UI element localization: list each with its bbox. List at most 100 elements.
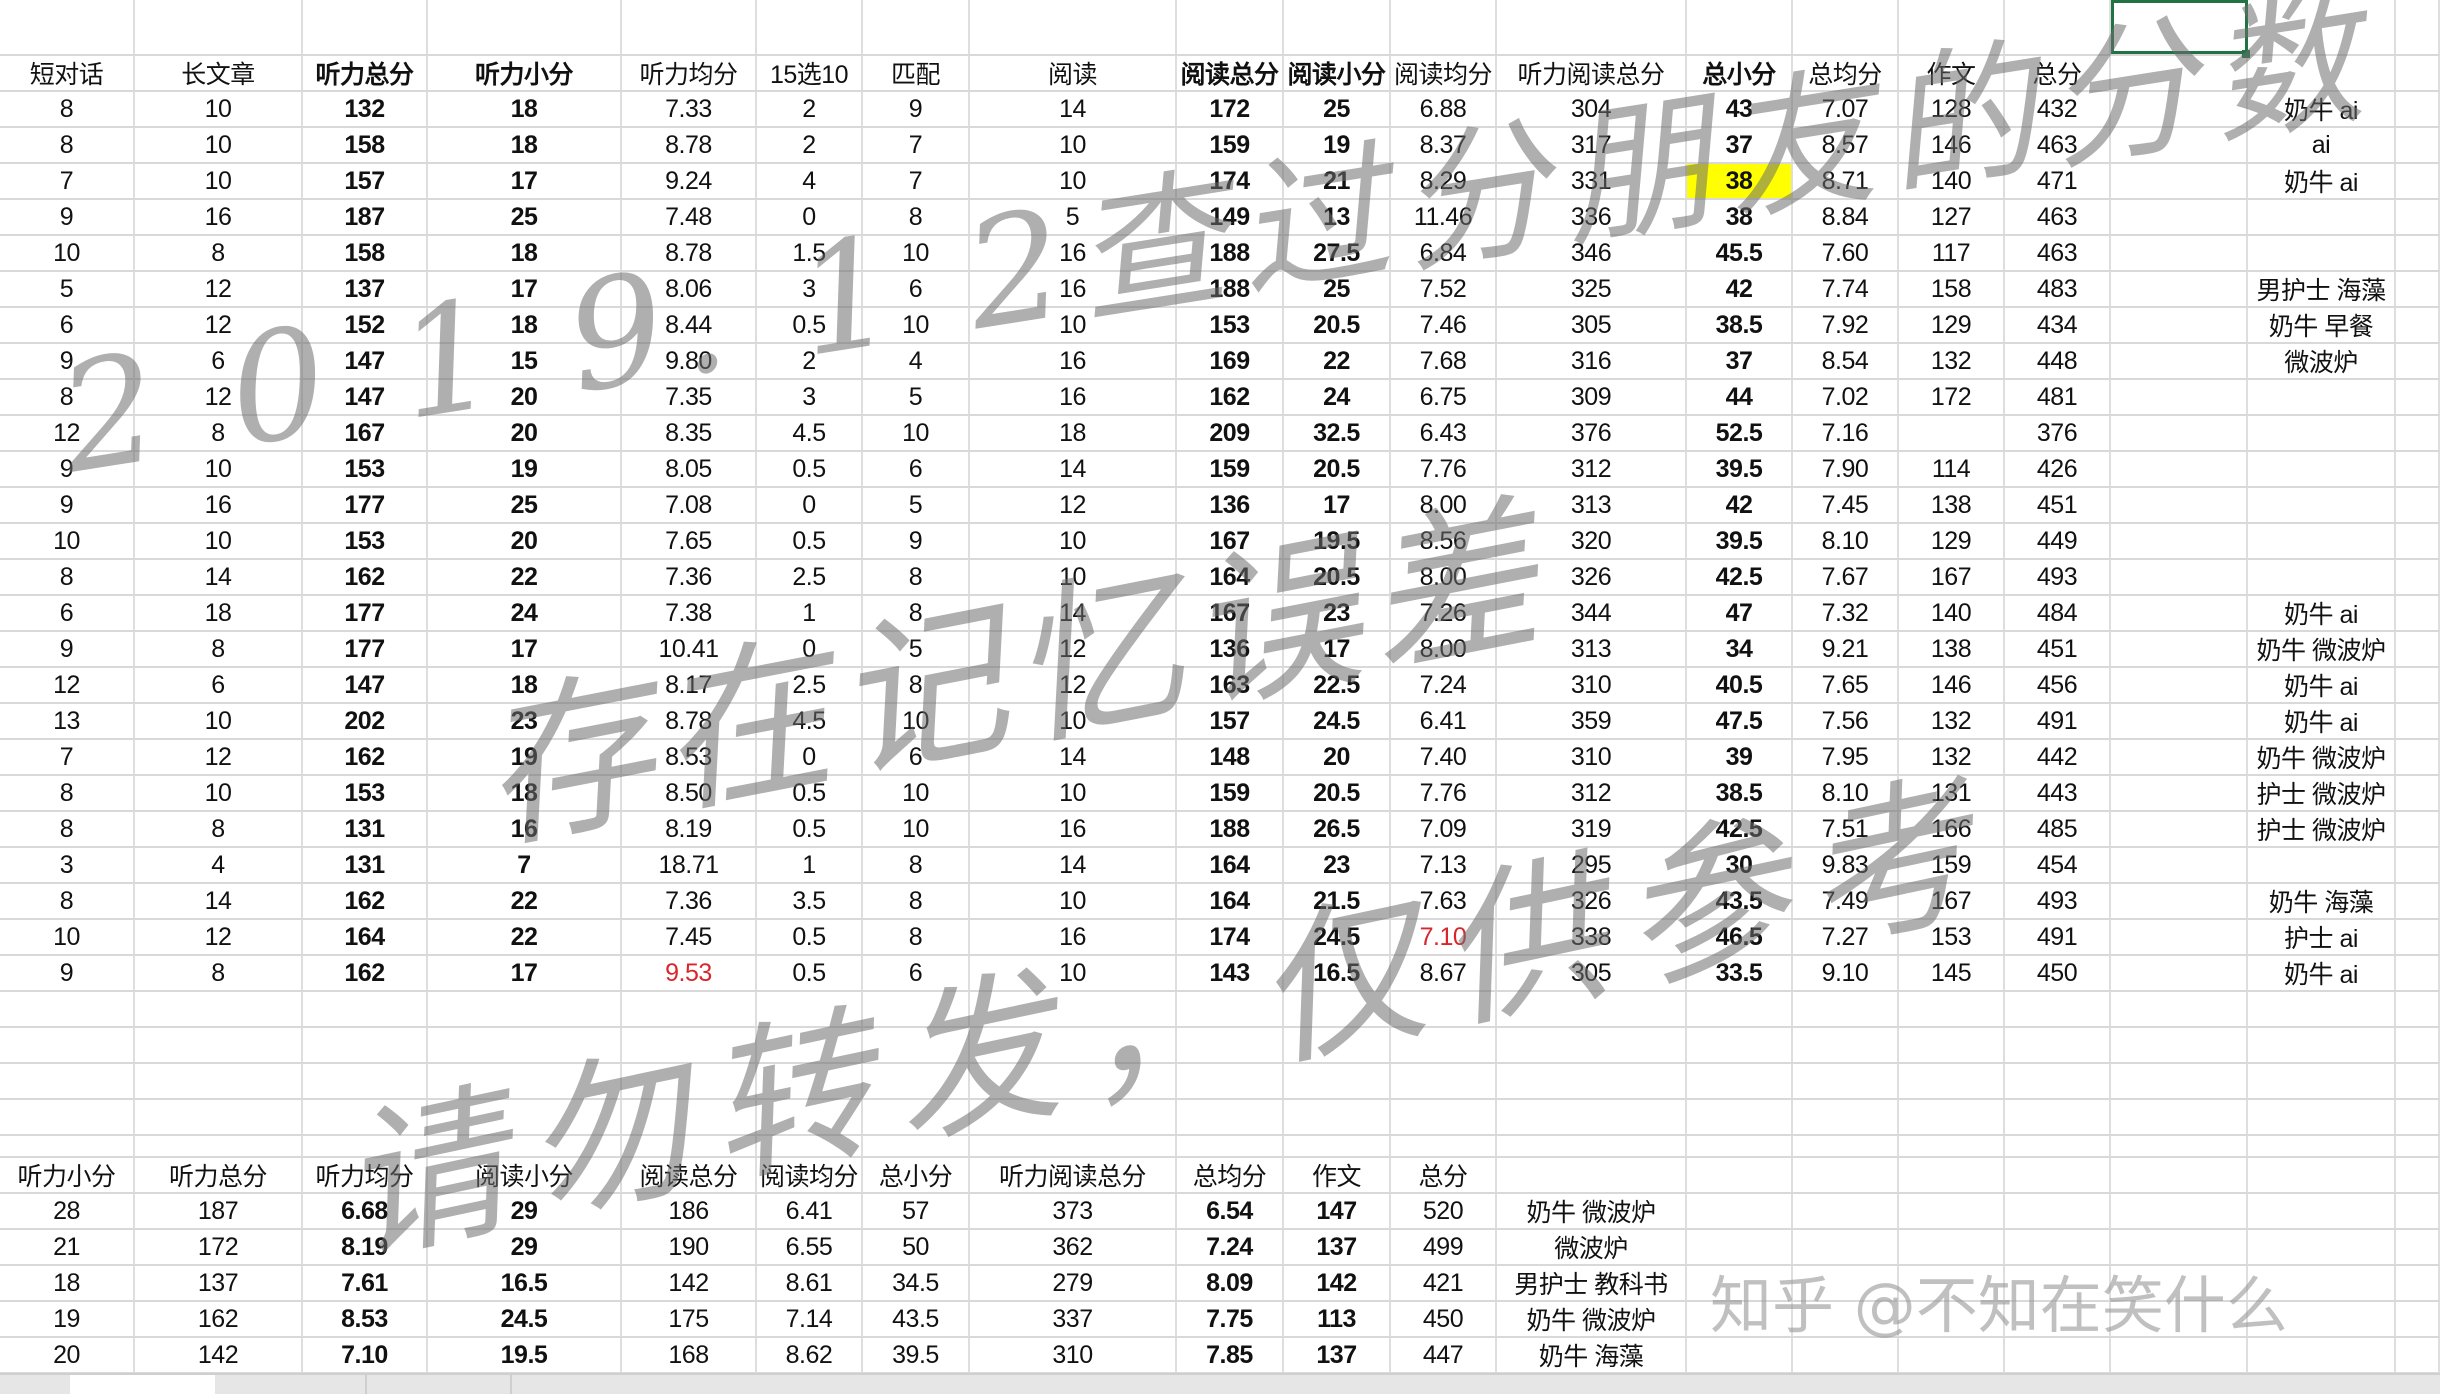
cell[interactable]: 166 [1899,812,2005,846]
cell[interactable] [863,1136,970,1156]
cell[interactable]: 8.61 [757,1266,863,1300]
cell[interactable]: 162 [135,1302,303,1336]
cell[interactable]: 174 [1177,920,1284,954]
cell[interactable]: 0.5 [757,956,863,990]
cell[interactable] [1391,992,1497,1026]
cell[interactable]: 7.09 [1391,812,1497,846]
cell[interactable]: 9 [0,632,135,666]
cell[interactable] [135,1136,303,1156]
cell[interactable]: 3 [0,848,135,882]
cell[interactable]: 12 [970,632,1177,666]
cell[interactable] [622,1136,757,1156]
cell[interactable]: 136 [1177,632,1284,666]
cell[interactable]: 162 [303,956,428,990]
cell[interactable]: 46.5 [1687,920,1793,954]
cell[interactable] [2111,488,2248,522]
cell[interactable] [1793,992,1899,1026]
cell[interactable]: 456 [2005,668,2111,702]
cell[interactable]: 9 [0,488,135,522]
cell[interactable] [2005,0,2111,54]
cell[interactable]: 20.5 [1284,560,1391,594]
column-header[interactable]: 阅读小分 [1284,56,1391,90]
cell[interactable] [2111,56,2248,90]
cell[interactable] [1391,0,1497,54]
cell[interactable] [2396,812,2440,846]
cell[interactable]: 4.5 [757,416,863,450]
cell[interactable]: 16 [135,200,303,234]
note-cell[interactable] [2248,524,2396,558]
cell[interactable]: 13 [0,704,135,738]
cell[interactable]: 6.75 [1391,380,1497,414]
cell[interactable]: 9.53 [622,956,757,990]
cell[interactable] [2111,308,2248,342]
cell[interactable] [2111,1230,2248,1264]
cell[interactable] [1177,1100,1284,1134]
column-header[interactable]: 15选10 [757,56,863,90]
cell[interactable]: 10 [970,776,1177,810]
cell[interactable]: 14 [135,884,303,918]
cell[interactable] [1284,1100,1391,1134]
cell[interactable]: 20.5 [1284,308,1391,342]
cell[interactable]: 9.80 [622,344,757,378]
cell[interactable]: 6 [863,740,970,774]
cell[interactable] [2396,1158,2440,1192]
cell[interactable]: 12 [135,308,303,342]
cell[interactable]: 8.56 [1391,524,1497,558]
cell[interactable]: 153 [1177,308,1284,342]
cell[interactable]: 1 [757,848,863,882]
cell[interactable] [2111,848,2248,882]
cell[interactable]: 8.71 [1793,164,1899,198]
cell[interactable] [2396,1028,2440,1062]
cell[interactable] [970,1028,1177,1062]
cell[interactable]: 279 [970,1266,1177,1300]
cell[interactable]: 344 [1497,596,1687,630]
cell[interactable]: 18 [970,416,1177,450]
cell[interactable]: 20.5 [1284,776,1391,810]
cell[interactable]: 4.5 [757,704,863,738]
cell[interactable] [0,1136,135,1156]
cell[interactable]: 448 [2005,344,2111,378]
cell[interactable]: 9 [0,452,135,486]
cell[interactable]: 22 [1284,344,1391,378]
cell[interactable]: 18 [428,236,622,270]
cell[interactable] [622,1028,757,1062]
cell[interactable] [2396,164,2440,198]
cell[interactable]: 177 [303,632,428,666]
cell[interactable] [1391,1028,1497,1062]
cell[interactable]: 10 [970,560,1177,594]
cell[interactable]: 8 [863,668,970,702]
cell[interactable]: 153 [303,776,428,810]
cell[interactable] [2396,344,2440,378]
cell[interactable]: 7.51 [1793,812,1899,846]
cell[interactable] [1899,1302,2005,1336]
cell[interactable]: 331 [1497,164,1687,198]
cell[interactable]: 493 [2005,884,2111,918]
cell[interactable] [2248,1338,2396,1372]
cell[interactable]: 2.5 [757,560,863,594]
column-header[interactable]: 听力均分 [622,56,757,90]
cell[interactable]: 147 [303,344,428,378]
cell[interactable] [2111,956,2248,990]
cell[interactable] [970,1100,1177,1134]
cell[interactable]: 17 [428,956,622,990]
cell[interactable]: 12 [970,668,1177,702]
cell[interactable]: 157 [303,164,428,198]
cell[interactable]: 21 [1284,164,1391,198]
cell[interactable]: 8 [135,236,303,270]
cell[interactable]: 117 [1899,236,2005,270]
sheet-tab[interactable] [215,1375,367,1394]
column-header[interactable]: 作文 [1899,56,2005,90]
cell[interactable] [2005,1194,2111,1228]
cell[interactable]: 114 [1899,452,2005,486]
cell[interactable]: 10 [863,776,970,810]
cell[interactable]: 10 [135,92,303,126]
note-cell[interactable]: 奶牛 ai [2248,92,2396,126]
cell[interactable] [1687,1028,1793,1062]
note-cell[interactable]: 奶牛 ai [2248,956,2396,990]
cell[interactable]: 169 [1177,344,1284,378]
cell[interactable]: 7.24 [1177,1230,1284,1264]
cell[interactable] [2396,1338,2440,1372]
cell[interactable]: 14 [970,596,1177,630]
cell[interactable]: 158 [303,236,428,270]
